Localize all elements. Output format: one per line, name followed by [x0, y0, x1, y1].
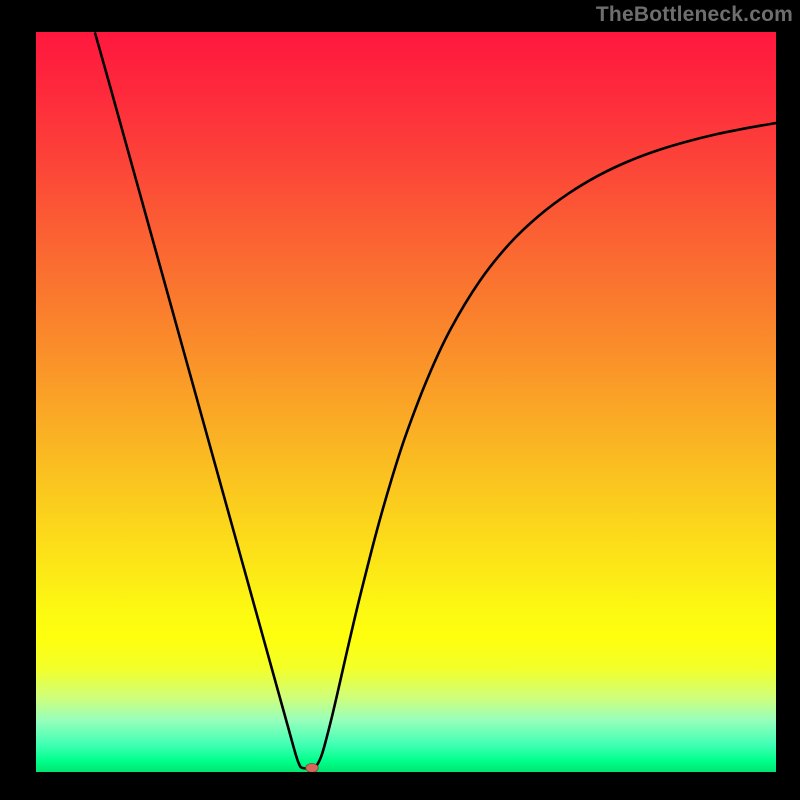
bottleneck-chart: TheBottleneck.com: [0, 0, 800, 800]
watermark-label: TheBottleneck.com: [596, 3, 793, 27]
optimal-marker: [36, 32, 776, 772]
plot-area: [36, 32, 776, 772]
